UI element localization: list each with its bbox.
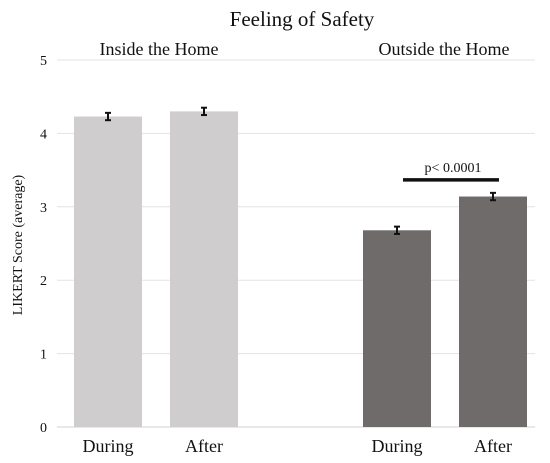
- error-bars: [105, 106, 496, 235]
- bar-1-during: [363, 230, 431, 427]
- y-tick-label-4: 4: [40, 127, 47, 142]
- significance-annotation: p< 0.0001: [403, 161, 499, 182]
- bar-0-after: [170, 111, 238, 427]
- significance-label: p< 0.0001: [425, 161, 482, 176]
- category-label-1-0: During: [372, 436, 423, 456]
- y-tick-labels: 0 1 2 3 4 5: [40, 54, 47, 436]
- group-label-1: Outside the Home: [379, 39, 510, 59]
- category-label-0-1: After: [185, 436, 223, 456]
- category-label-1-1: After: [474, 436, 512, 456]
- y-axis-label: LIKERT Score (average): [11, 174, 26, 315]
- y-tick-label-2: 2: [40, 274, 47, 289]
- y-tick-label-3: 3: [40, 201, 47, 216]
- category-label-0-0: During: [83, 436, 134, 456]
- chart-title: Feeling of Safety: [230, 7, 375, 31]
- bars: [74, 111, 527, 427]
- y-tick-label-1: 1: [40, 348, 47, 363]
- group-label-0: Inside the Home: [100, 39, 219, 59]
- y-tick-label-5: 5: [40, 54, 47, 69]
- y-tick-label-0: 0: [40, 421, 47, 436]
- bar-1-after: [459, 196, 527, 427]
- bar-0-during: [74, 116, 142, 427]
- category-labels: During After During After: [83, 436, 512, 456]
- group-labels: Inside the Home Outside the Home: [100, 39, 510, 59]
